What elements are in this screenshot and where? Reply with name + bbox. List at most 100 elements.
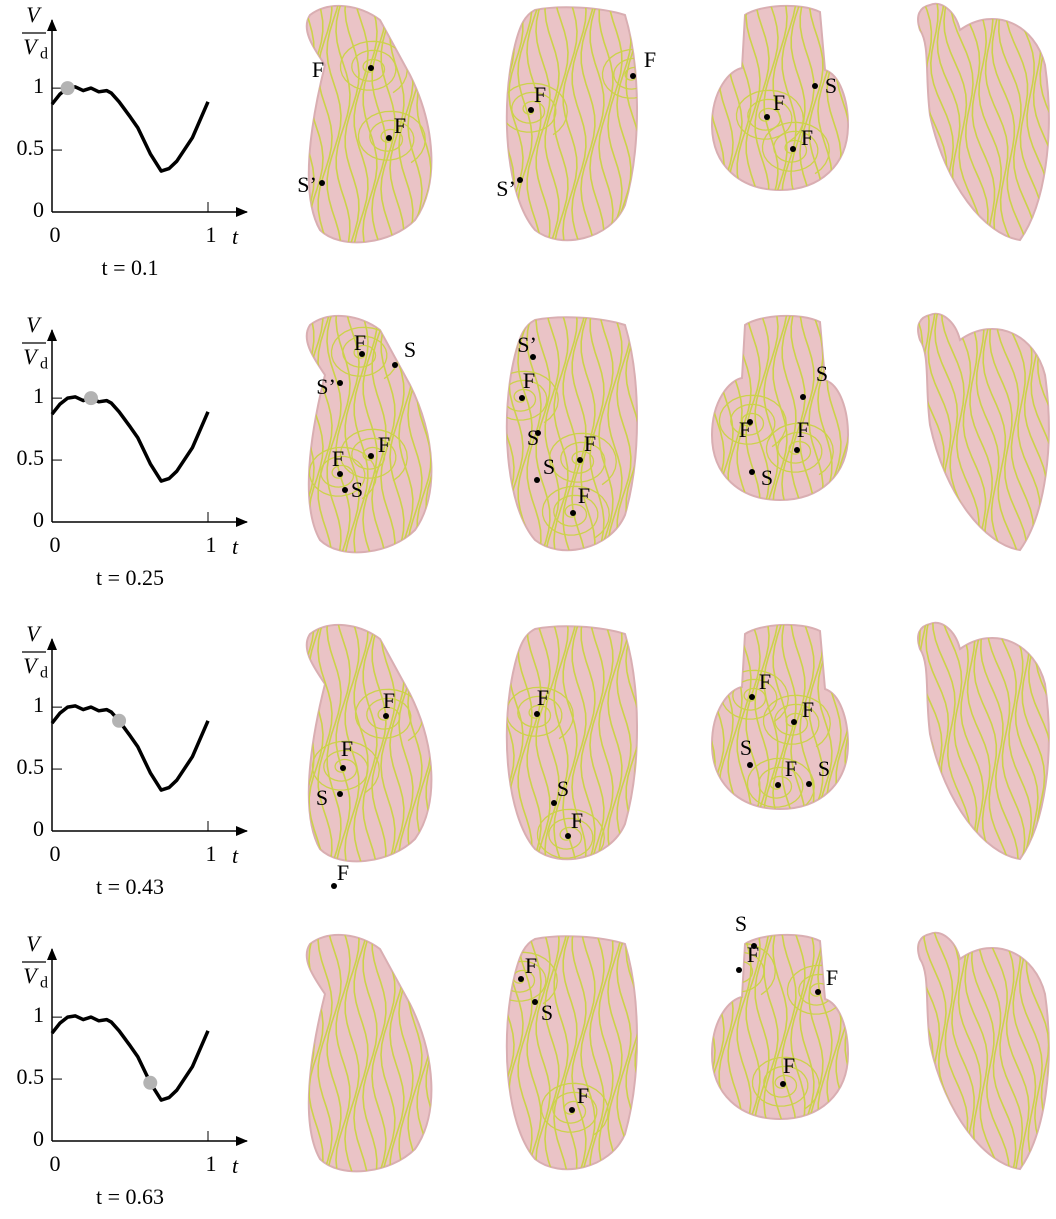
volume-curve [52,706,208,790]
point-label: S [541,1000,553,1025]
ventricle-view: FFS’ [291,0,449,252]
point-dot [569,1107,575,1113]
point-dot [749,469,755,475]
time-marker [143,1076,157,1090]
point-dot [570,510,576,516]
volume-curve [52,87,208,171]
x-axis-label: t [232,534,239,559]
point-label: S [816,361,828,386]
y-tick-label: 1 [33,73,44,98]
point-label: F [578,483,590,508]
x-tick-label: 0 [50,222,61,247]
ventricle-view: F [291,859,449,1181]
point-dot [791,719,797,725]
point-label: F [773,90,785,115]
streamline [491,929,505,1181]
point-label: F [332,446,344,471]
point-label: F [525,953,537,978]
point-dot [368,65,374,71]
volume-curve [52,1016,208,1100]
point-label: S [557,776,569,801]
y-label-numerator: V [26,2,42,27]
y-tick-label: 0 [33,1126,44,1151]
volume-chart: 00.5101tVVdt = 0.1 [17,2,248,280]
point-dot [775,782,781,788]
streamline [291,619,305,871]
y-label-denominator: V [23,344,39,369]
y-tick-label: 1 [33,383,44,408]
y-tick-label: 0 [33,197,44,222]
ventricle-view [898,310,1056,562]
x-tick-label: 1 [206,532,217,557]
point-dot [518,976,524,982]
y-tick-label: 0 [33,507,44,532]
x-tick-label: 0 [50,532,61,557]
point-label: F [759,669,771,694]
ventricle-view: FFS’ [491,0,669,252]
x-axis-label: t [232,1153,239,1178]
ventricle-view: S’FSFSF [491,310,649,562]
ventricle-view [896,0,1056,252]
point-label: F [802,697,814,722]
point-dot [736,967,742,973]
streamline [491,310,505,562]
point-dot [806,781,812,787]
ventricle-view [904,929,1056,1181]
point-label: F [785,756,797,781]
point-label: F [644,47,656,72]
point-label: F [783,1053,795,1078]
point-label: F [337,860,349,885]
volume-chart: 00.5101tVVdt = 0.43 [17,621,248,899]
x-tick-label: 1 [206,222,217,247]
point-dot [812,83,818,89]
ventricle-view: FSF [491,929,650,1181]
point-label: F [537,685,549,710]
streamline [491,619,505,871]
caption: t = 0.43 [96,874,164,899]
y-label-numerator: V [26,621,42,646]
point-label: F [312,57,324,82]
ventricle-view: SFF [701,0,859,237]
ventricle-view: FSS’FFS [291,310,449,562]
point-dot [337,380,343,386]
y-label-numerator: V [26,931,42,956]
y-tick-label: 0.5 [17,754,45,779]
point-dot [337,791,343,797]
point-label: S [316,785,328,810]
page: {"chart_data": [ {"type": "line", "ylabe… [0,0,1056,1219]
ventricle-view: SFFS [701,295,859,547]
point-dot [368,453,374,459]
point-dot [534,711,540,717]
streamline [291,929,305,1181]
streamline [491,0,505,252]
point-dot [337,471,343,477]
point-label: F [571,808,583,833]
point-dot [815,989,821,995]
point-dot [340,765,346,771]
point-dot [528,107,534,113]
point-label: S [527,425,539,450]
y-label-subscript: d [40,975,48,992]
streamline [435,929,449,1181]
x-tick-label: 1 [206,1151,217,1176]
y-tick-label: 0 [33,816,44,841]
y-label-denominator: V [23,653,39,678]
point-dot [800,394,806,400]
streamline [435,310,449,562]
x-tick-label: 0 [50,1151,61,1176]
point-dot [630,73,636,79]
point-label: S [543,454,555,479]
point-dot [764,114,770,120]
point-label: S [351,477,363,502]
streamline [291,0,305,252]
ventricle-view: FFSFS [701,604,859,856]
point-dot [319,180,325,186]
point-label: S’ [496,176,516,201]
point-label: F [341,736,353,761]
point-dot [517,177,523,183]
point-label: F [801,125,813,150]
volume-curve [52,397,208,481]
point-label: F [378,432,390,457]
volume-chart: 00.5101tVVdt = 0.25 [17,312,248,590]
y-label-denominator: V [23,34,39,59]
